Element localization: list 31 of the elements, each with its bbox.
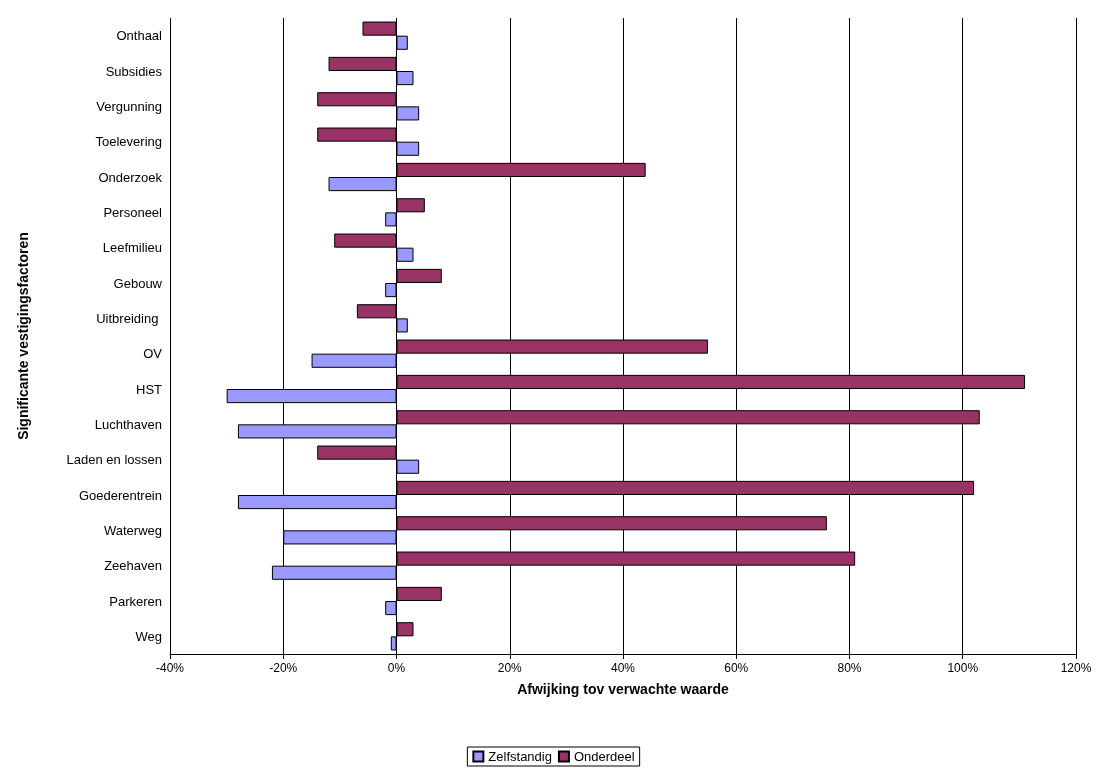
y-tick-label: Uitbreiding	[96, 310, 162, 326]
y-axis-title: Significante vestigingsfactoren	[15, 232, 31, 440]
y-tick-label: Onthaal	[116, 28, 163, 44]
y-tick-label: Leefmilieu	[102, 240, 162, 256]
legend-label: Zelfstandig	[488, 749, 552, 764]
y-tick-label: Vergunning	[96, 98, 162, 114]
y-tick-label: OV	[143, 346, 163, 362]
y-tick-label: Onderzoek	[98, 169, 163, 185]
y-tick-label: Toelevering	[95, 134, 162, 150]
x-tick-label: 60%	[724, 661, 749, 675]
y-tick-label: Laden en lossen	[66, 452, 162, 468]
y-tick-label: Parkeren	[109, 593, 162, 609]
y-tick-label: Personeel	[103, 204, 163, 220]
y-tick-label: HST	[136, 381, 163, 397]
y-tick-label: Gebouw	[113, 275, 163, 291]
y-tick-label: Zeehaven	[104, 558, 162, 574]
x-tick-label: 100%	[947, 661, 979, 675]
y-tick-label: Weg	[135, 628, 162, 644]
x-tick-label: -40%	[155, 661, 185, 675]
x-tick-label: 80%	[837, 661, 862, 675]
x-tick-label: 40%	[610, 661, 636, 675]
x-tick-label: 20%	[497, 661, 523, 675]
y-tick-label: Subsidies	[105, 63, 163, 79]
x-axis-title: Afwijking tov verwachte waarde	[517, 681, 730, 697]
y-tick-label: Goederentrein	[78, 487, 162, 503]
y-tick-label: Luchthaven	[94, 416, 162, 432]
x-tick-label: 0%	[387, 661, 406, 675]
x-tick-label: 120%	[1060, 661, 1092, 675]
legend-label: Onderdeel	[573, 749, 635, 764]
y-tick-label: Waterweg	[103, 522, 162, 538]
x-tick-label: -20%	[269, 661, 298, 675]
